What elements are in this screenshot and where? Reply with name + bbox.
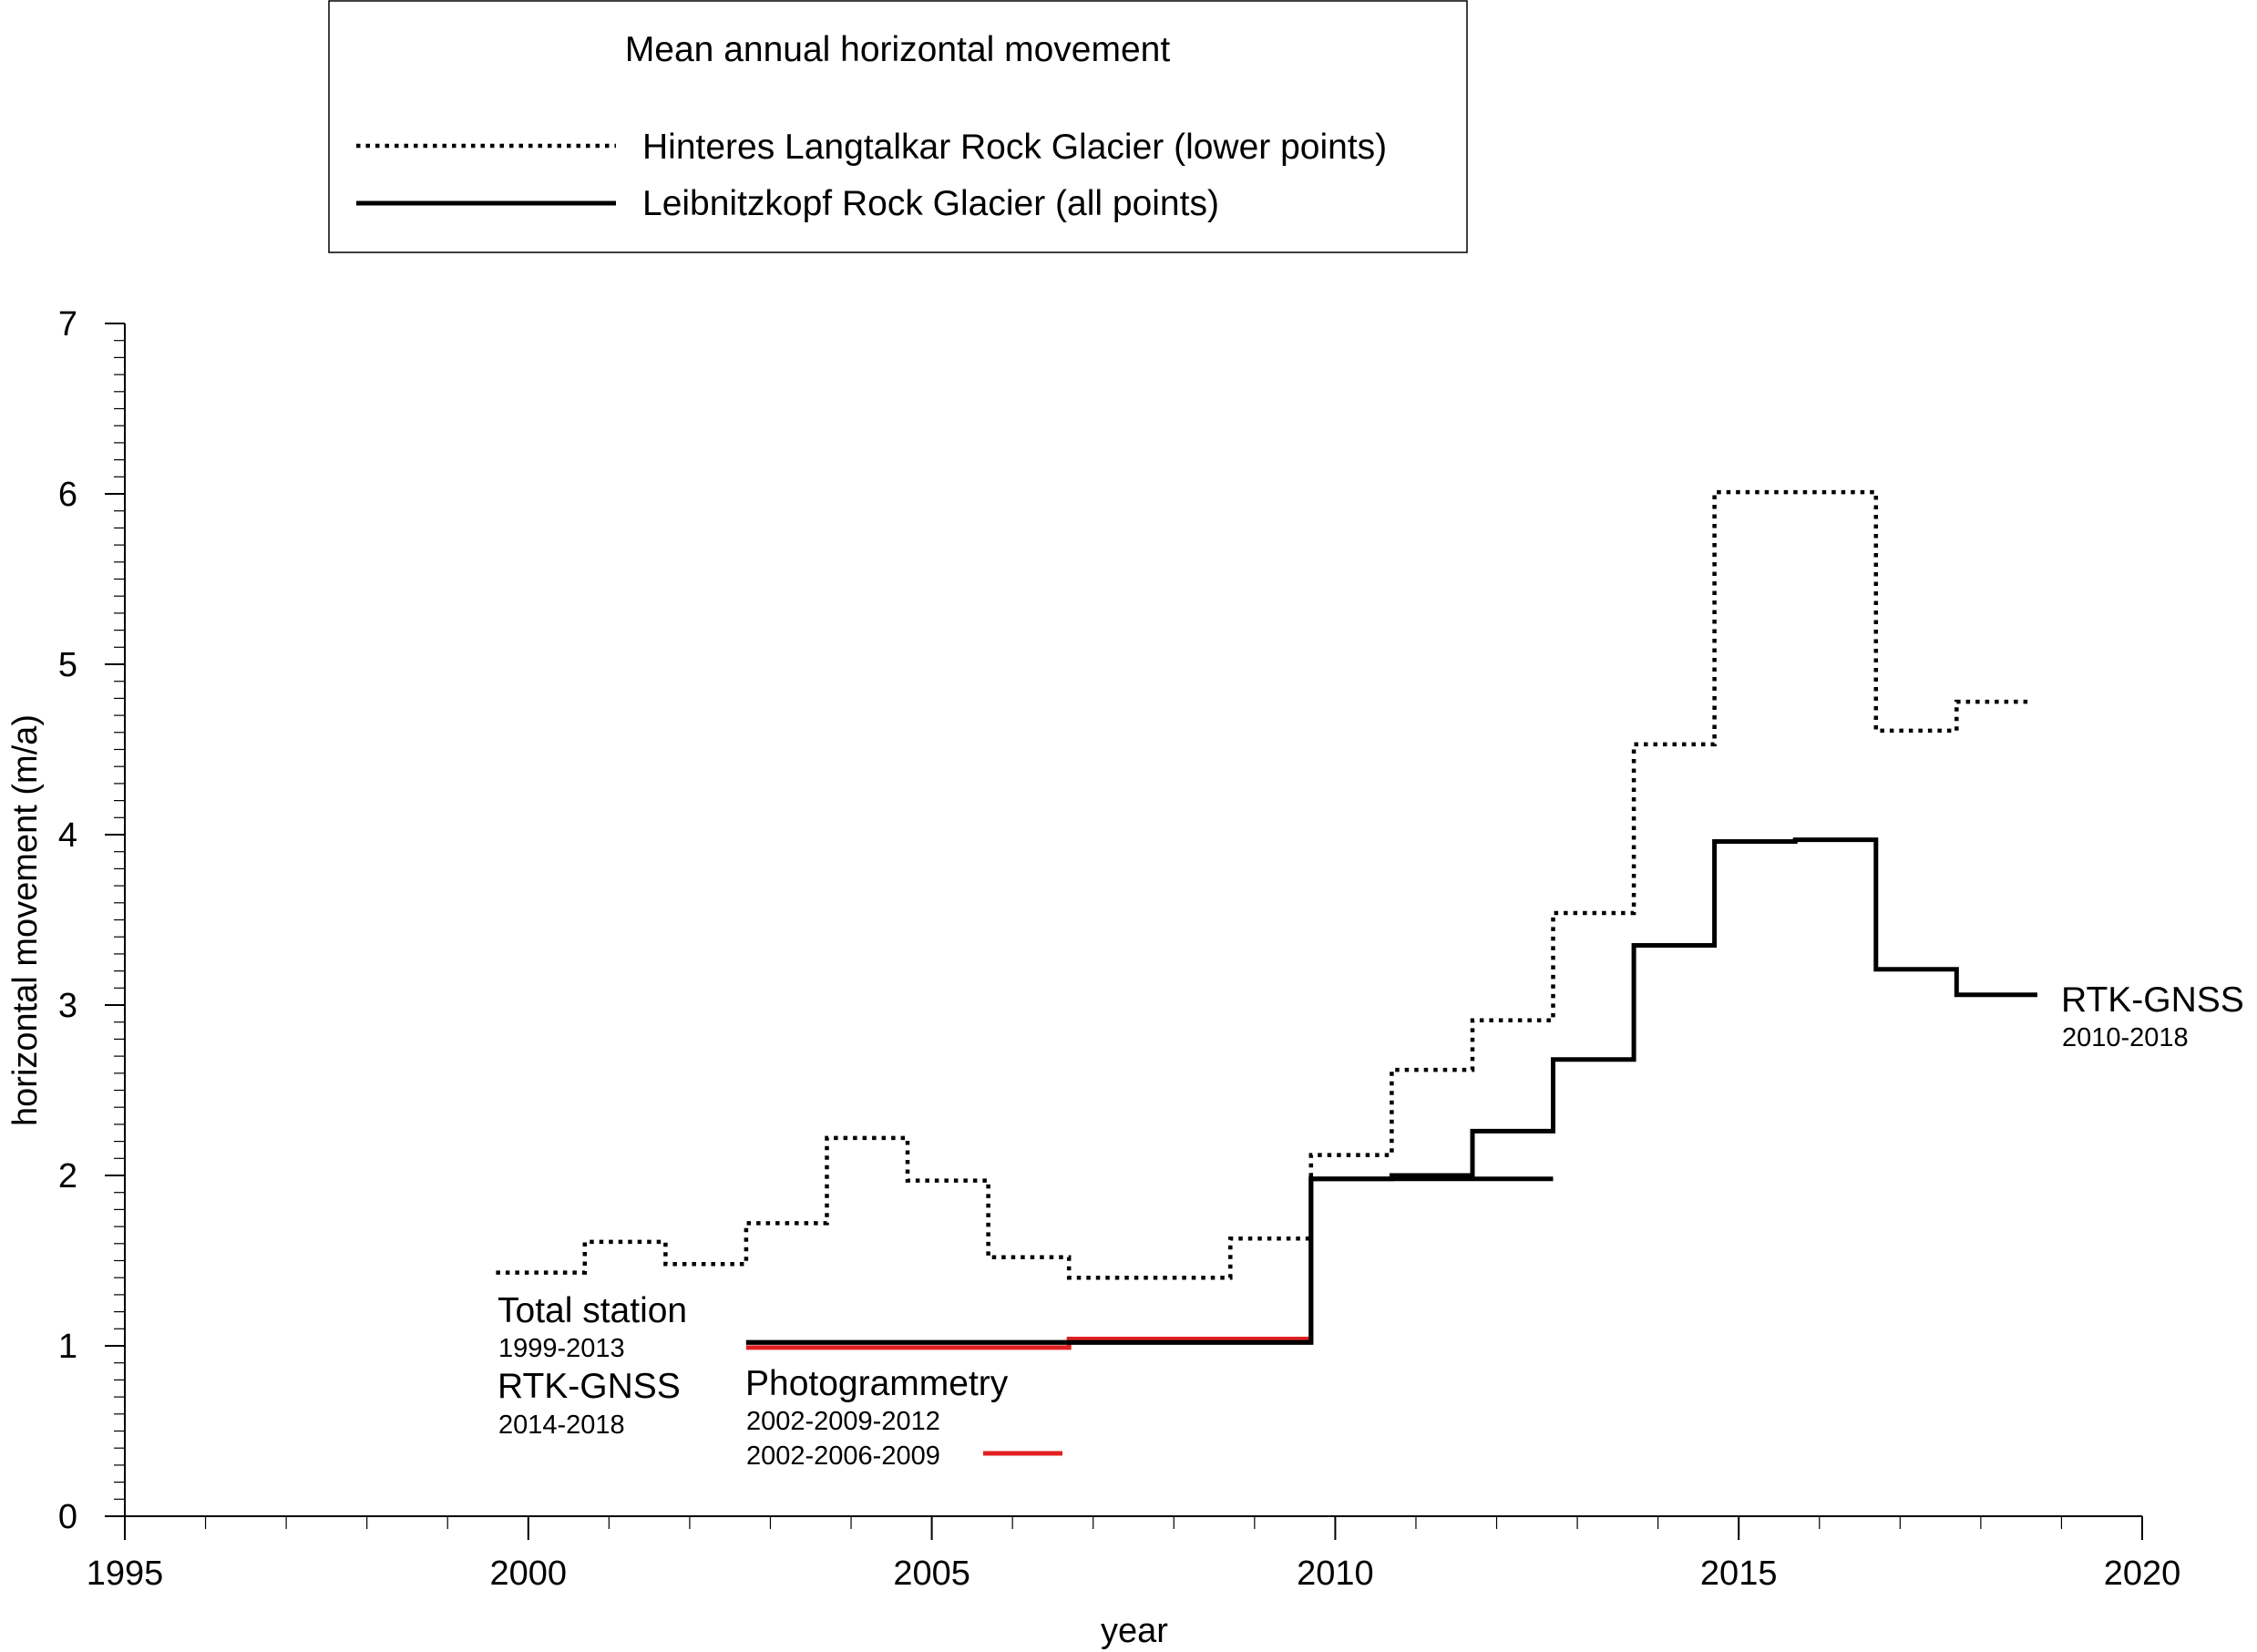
series-line-0 bbox=[496, 489, 2029, 1280]
x-tick-label: 2000 bbox=[490, 1555, 568, 1593]
annot-photogrammetry-years-a: 2002-2009-2012 bbox=[746, 1407, 940, 1436]
y-tick-label: 7 bbox=[58, 305, 77, 344]
x-tick-label: 1995 bbox=[87, 1555, 164, 1593]
series-line-2 bbox=[745, 1176, 1554, 1345]
y-tick-label: 4 bbox=[58, 816, 77, 855]
legend-label-hinteres: Hinteres Langtalkar Rock Glacier (lower … bbox=[642, 128, 1387, 167]
annot-rtk-right: RTK-GNSS bbox=[2061, 980, 2244, 1020]
x-tick-label: 2015 bbox=[1700, 1555, 1778, 1593]
y-tick-label: 5 bbox=[58, 646, 77, 684]
x-major-ticks bbox=[124, 1516, 2143, 1540]
y-tick-label: 2 bbox=[58, 1157, 77, 1195]
annot-rtk-left-years: 2014-2018 bbox=[498, 1411, 625, 1440]
annot-total-station: Total station bbox=[498, 1291, 687, 1330]
y-major-ticks bbox=[105, 323, 125, 1517]
y-axis-title: horizontal movement (m/a) bbox=[6, 714, 45, 1126]
annot-photogrammetry-years-b: 2002-2006-2009 bbox=[746, 1442, 940, 1471]
series-line-1 bbox=[745, 837, 2037, 1345]
legend-box bbox=[328, 0, 1468, 253]
y-tick-label: 1 bbox=[58, 1328, 77, 1366]
x-tick-label: 2010 bbox=[1297, 1555, 1374, 1593]
y-tick-label: 3 bbox=[58, 987, 77, 1025]
annot-rtk-left: RTK-GNSS bbox=[498, 1367, 681, 1406]
y-tick-label: 0 bbox=[58, 1498, 77, 1536]
y-minor-ticks bbox=[114, 323, 125, 1517]
legend-label-leibnitzkopf: Leibnitzkopf Rock Glacier (all points) bbox=[642, 184, 1219, 223]
y-tick-labels: 0 1 2 3 4 5 6 7 bbox=[58, 305, 77, 1536]
y-tick-label: 6 bbox=[58, 476, 77, 514]
x-tick-label: 2020 bbox=[2104, 1555, 2181, 1593]
chart-title: Mean annual horizontal movement bbox=[625, 30, 1171, 69]
series-layer bbox=[496, 489, 2037, 1350]
x-tick-label: 2005 bbox=[893, 1555, 970, 1593]
annot-rtk-right-years: 2010-2018 bbox=[2062, 1023, 2189, 1052]
annot-photogrammetry: Photogrammetry bbox=[745, 1364, 1009, 1403]
axes: 0 1 2 3 4 5 6 7 1995 2000 2005 2010 2015 2020 horizo… bbox=[6, 305, 2180, 1650]
legend: Mean annual horizontal movement Hinteres… bbox=[328, 0, 1468, 253]
x-tick-labels: 1995 2000 2005 2010 2015 2020 bbox=[87, 1555, 2181, 1593]
x-axis-title: year bbox=[1101, 1612, 1168, 1650]
annotations: Total station 1999-2013 RTK-GNSS 2014-20… bbox=[498, 980, 2244, 1471]
x-minor-ticks bbox=[124, 1516, 2143, 1529]
annot-total-station-years: 1999-2013 bbox=[498, 1334, 625, 1363]
